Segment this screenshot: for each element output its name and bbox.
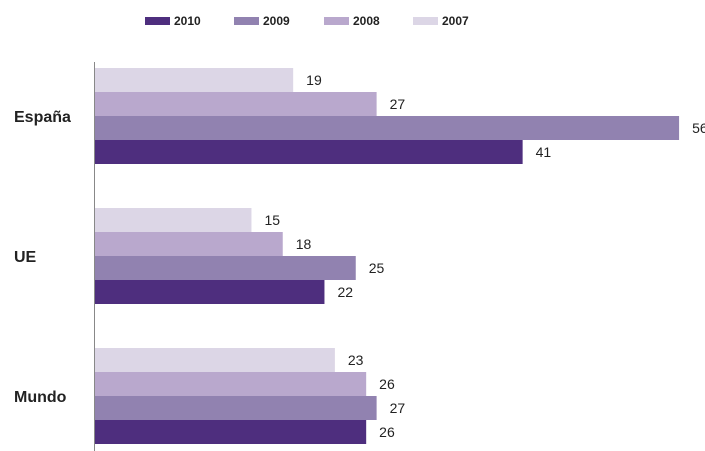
value-label-ue-2007: 15 bbox=[264, 212, 280, 228]
bar-mundo-2007 bbox=[95, 348, 335, 372]
value-label-mundo-2007: 23 bbox=[348, 352, 364, 368]
legend-item-2008: 2008 bbox=[324, 14, 380, 28]
value-label-espana-2008: 27 bbox=[390, 96, 406, 112]
legend-swatch-2008 bbox=[324, 17, 349, 25]
value-label-mundo-2009: 27 bbox=[390, 400, 406, 416]
legend-swatch-2007 bbox=[413, 17, 438, 25]
value-label-espana-2010: 41 bbox=[536, 144, 552, 160]
bar-ue-2009 bbox=[95, 256, 356, 280]
legend-label-2007: 2007 bbox=[442, 14, 469, 28]
legend-swatch-2009 bbox=[234, 17, 259, 25]
category-label-ue: UE bbox=[14, 249, 37, 266]
bars bbox=[95, 68, 680, 444]
value-label-ue-2009: 25 bbox=[369, 260, 385, 276]
legend-item-2007: 2007 bbox=[413, 14, 469, 28]
value-label-ue-2008: 18 bbox=[296, 236, 312, 252]
legend-item-2009: 2009 bbox=[234, 14, 290, 28]
bar-espana-2010 bbox=[95, 140, 523, 164]
bar-mundo-2009 bbox=[95, 396, 377, 420]
value-label-mundo-2008: 26 bbox=[379, 376, 395, 392]
bar-ue-2010 bbox=[95, 280, 325, 304]
value-label-espana-2009: 56 bbox=[692, 120, 705, 136]
bar-espana-2009 bbox=[95, 116, 680, 140]
bar-ue-2008 bbox=[95, 232, 283, 256]
category-label-mundo: Mundo bbox=[14, 389, 67, 406]
bar-mundo-2010 bbox=[95, 420, 367, 444]
bar-espana-2008 bbox=[95, 92, 377, 116]
category-label-espana: España bbox=[14, 109, 71, 126]
bar-espana-2007 bbox=[95, 68, 294, 92]
bar-mundo-2008 bbox=[95, 372, 367, 396]
legend-label-2008: 2008 bbox=[353, 14, 380, 28]
value-label-mundo-2010: 26 bbox=[379, 424, 395, 440]
legend: 2010 2009 2008 2007 bbox=[145, 14, 469, 28]
bar-ue-2007 bbox=[95, 208, 252, 232]
category-labels: España UE Mundo bbox=[14, 109, 71, 406]
legend-swatch-2010 bbox=[145, 17, 170, 25]
value-label-espana-2007: 19 bbox=[306, 72, 322, 88]
legend-label-2010: 2010 bbox=[174, 14, 201, 28]
legend-label-2009: 2009 bbox=[263, 14, 290, 28]
value-label-ue-2010: 22 bbox=[337, 284, 353, 300]
value-labels: 19 27 56 41 15 18 25 22 23 26 27 26 bbox=[264, 72, 705, 440]
legend-item-2010: 2010 bbox=[145, 14, 201, 28]
